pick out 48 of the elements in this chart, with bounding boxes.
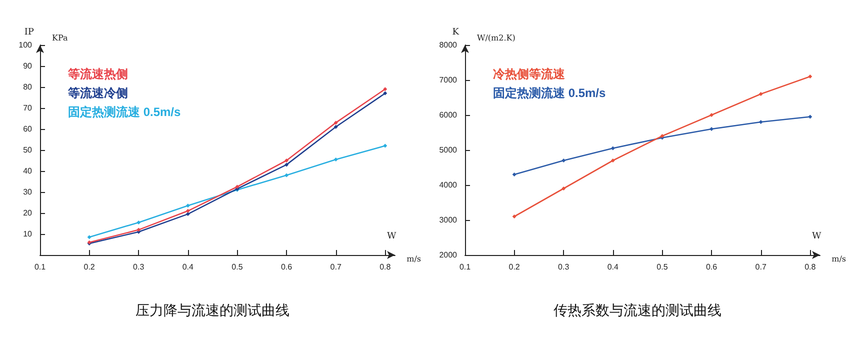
x-tick-label: 0.7 (330, 262, 342, 272)
y-tick-label: 3000 (439, 216, 458, 224)
y-tick-label: 6000 (439, 110, 458, 120)
y-tick-label: 70 (23, 104, 33, 112)
text: 压力降与流速的测试曲线 (136, 302, 290, 318)
y-axis-title: IP (24, 28, 34, 38)
text: KPa (52, 34, 68, 42)
x-tick-label: 0.8 (804, 262, 816, 272)
y-tick-label: 2000 (439, 250, 458, 260)
y-tick-label: 90 (23, 62, 33, 70)
text: 冷热侧等流速 (493, 67, 566, 81)
x-tick-label: 0.7 (755, 262, 767, 272)
text: 等流速冷侧 (67, 86, 128, 100)
y-tick-label: 7000 (439, 76, 458, 84)
y-tick-label: 40 (23, 166, 33, 176)
text: 等流速热侧 (67, 67, 128, 81)
y-tick-label: 60 (23, 124, 33, 134)
y-tick-label: 10 (23, 230, 33, 238)
x-tick-label: 0.1 (459, 262, 472, 272)
text: m/s (406, 254, 422, 264)
text: 固定热测流速 0.5m/s (493, 86, 606, 100)
x-tick-label: 0.3 (133, 262, 145, 272)
x-tick-label: 0.6 (706, 262, 718, 272)
y-tick-label: 4000 (439, 180, 458, 190)
x-tick-label: 0.6 (280, 262, 293, 272)
text: 传热系数与流速的测试曲线 (554, 302, 722, 318)
x-tick-label: 0.2 (508, 262, 520, 272)
x-tick-label: 0.4 (182, 262, 194, 272)
y-tick-label: 20 (23, 208, 33, 218)
y-tick-label: 50 (23, 146, 33, 154)
y-tick-label: 100 (18, 40, 33, 50)
x-tick-label: 0.5 (656, 262, 668, 272)
x-tick-label: 0.4 (607, 262, 620, 272)
x-axis-title: W (387, 232, 397, 242)
x-tick-label: 0.8 (380, 262, 392, 272)
y-tick-label: 8000 (439, 40, 458, 50)
y-tick-label: 30 (23, 188, 33, 196)
x-axis-title: W (812, 232, 822, 242)
text: 固定热测流速 0.5m/s (68, 105, 182, 119)
x-tick-label: 0.5 (232, 262, 244, 272)
text: W/(m2.K) (477, 34, 516, 42)
x-tick-label: 0.1 (34, 262, 46, 272)
y-tick-label: 80 (23, 82, 33, 92)
x-tick-label: 0.3 (558, 262, 570, 272)
y-axis-title: K (452, 28, 460, 38)
text: m/s (832, 254, 846, 264)
y-tick-label: 5000 (439, 146, 458, 154)
x-tick-label: 0.2 (84, 262, 96, 272)
